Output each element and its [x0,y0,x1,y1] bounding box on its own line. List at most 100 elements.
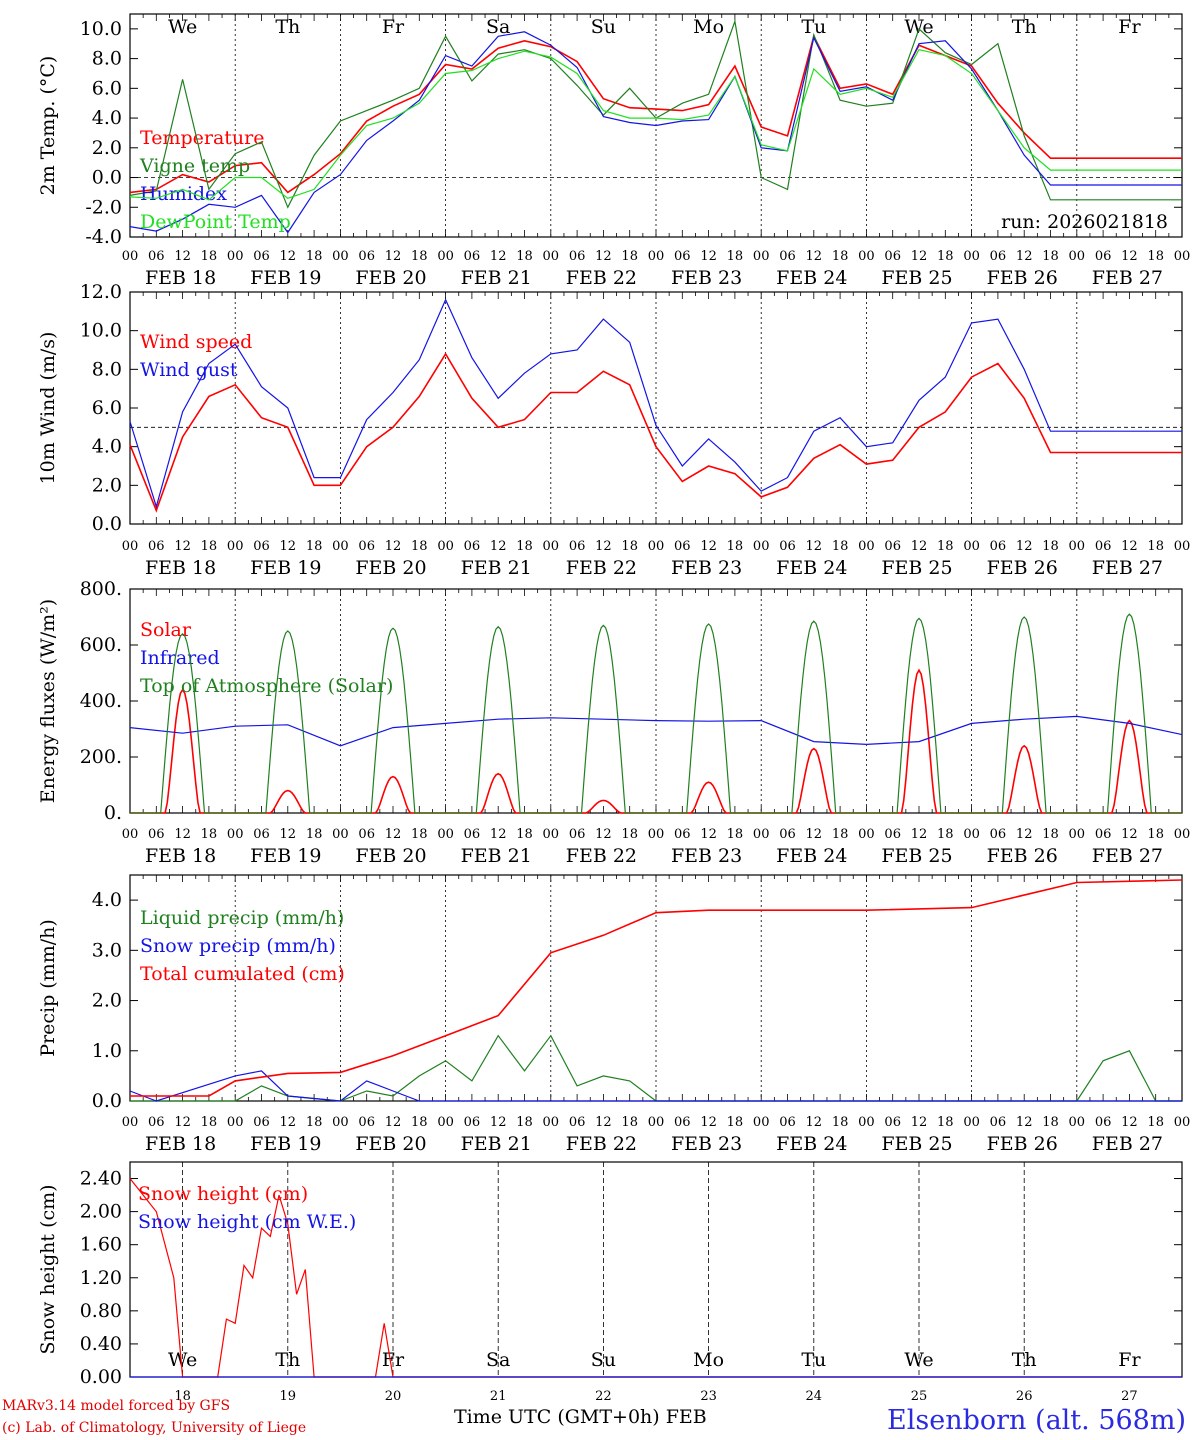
hour-tick-label: 12 [595,249,612,264]
hour-tick-label: 06 [884,249,901,264]
hour-tick-label: 06 [148,827,165,842]
hour-tick-label: 18 [937,1115,954,1130]
hour-tick-label: 00 [437,249,454,264]
hour-tick-label: 00 [227,827,244,842]
hour-tick-label: 12 [174,539,191,554]
day-number-label: 20 [385,1389,402,1404]
y-tick-label: 12.0 [80,281,122,303]
hour-tick-label: 18 [727,539,744,554]
y-tick-label: 0.0 [92,1090,122,1112]
date-label: FEB 25 [881,557,952,579]
hour-tick-label: 00 [858,1115,875,1130]
date-label: FEB 18 [145,1133,216,1155]
weekday-label: Th [1012,16,1037,38]
date-label: FEB 22 [566,845,637,867]
weekday-label: Sa [486,16,510,38]
hour-tick-label: 12 [911,539,928,554]
hour-tick-label: 18 [201,249,218,264]
hour-tick-label: 18 [621,539,638,554]
weekday-label: We [168,1349,197,1371]
y-tick-label: 400. [80,690,122,712]
y-tick-label: 0.00 [80,1366,122,1388]
date-label: FEB 27 [1092,557,1163,579]
wind-y-axis-label: 10m Wind (m/s) [37,332,59,485]
hour-tick-label: 00 [648,249,665,264]
hour-tick-label: 12 [595,827,612,842]
hour-tick-label: 00 [1069,539,1086,554]
date-label: FEB 19 [250,1133,321,1155]
legend-entry: Vigne temp [139,155,250,177]
hour-tick-label: 00 [543,539,560,554]
y-tick-label: 1.0 [92,1040,122,1062]
hour-tick-label: 06 [1095,827,1112,842]
precip-y-axis-label: Precip (mm/h) [37,919,59,1057]
hour-tick-label: 12 [1121,1115,1138,1130]
day-number-label: 25 [911,1389,928,1404]
hour-tick-label: 06 [1095,249,1112,264]
hour-tick-label: 18 [201,1115,218,1130]
snow-panel: 18 19 20 21 22 23 24 25 26 27 0.00 0.40 0.80 1.20 1.60… [37,1161,1183,1404]
series-line-humidex [129,31,1182,234]
hour-tick-label: 00 [227,249,244,264]
hour-tick-label: 06 [358,827,375,842]
date-label: FEB 22 [566,557,637,579]
day-number-label: 22 [595,1389,612,1404]
hour-tick-label: 18 [937,827,954,842]
date-label: FEB 24 [776,845,847,867]
hour-tick-label: 12 [1016,827,1033,842]
date-label: FEB 18 [145,267,216,289]
hour-tick-label: 12 [174,827,191,842]
hour-tick-label: 12 [385,1115,402,1130]
hour-tick-label: 06 [990,1115,1007,1130]
hour-tick-label: 00 [332,539,349,554]
weekday-label: Mo [693,1349,724,1371]
y-tick-label: 600. [80,634,122,656]
hour-tick-label: 12 [280,249,297,264]
series-line-wind-gust [129,298,1182,509]
hour-tick-label: 06 [148,1115,165,1130]
weekday-label: Sa [486,1349,510,1371]
hour-tick-label: 12 [174,1115,191,1130]
hour-tick-label: 18 [621,827,638,842]
hour-tick-label: 06 [464,249,481,264]
hour-tick-label: 00 [227,539,244,554]
date-label: FEB 22 [566,1133,637,1155]
hour-tick-label: 06 [148,249,165,264]
hour-tick-label: 06 [1095,1115,1112,1130]
hour-tick-label: 12 [911,827,928,842]
hour-tick-label: 12 [595,539,612,554]
hour-tick-label: 18 [832,249,849,264]
hour-tick-label: 00 [437,539,454,554]
hour-tick-label: 18 [306,827,323,842]
hour-tick-label: 18 [1042,1115,1059,1130]
legend-entry: Snow height (cm) [138,1183,308,1205]
date-label: FEB 23 [671,1133,742,1155]
date-label: FEB 21 [461,557,532,579]
y-tick-label: 1.60 [80,1234,122,1256]
hour-tick-label: 18 [1147,827,1164,842]
weekday-label: Fr [1118,16,1141,38]
date-label: FEB 26 [987,557,1058,579]
hour-tick-label: 12 [1016,539,1033,554]
hour-tick-label: 18 [727,1115,744,1130]
hour-tick-label: 18 [516,827,533,842]
hour-tick-label: 06 [358,539,375,554]
hour-tick-label: 00 [963,1115,980,1130]
date-label: FEB 27 [1092,845,1163,867]
hour-tick-label: 00 [543,1115,560,1130]
date-label: FEB 27 [1092,1133,1163,1155]
day-number-label: 19 [280,1389,297,1404]
hour-tick-label: 12 [174,249,191,264]
legend-entry: DewPoint Temp [140,211,291,233]
hour-tick-label: 00 [122,539,139,554]
hour-tick-label: 00 [122,1115,139,1130]
date-label: FEB 26 [987,1133,1058,1155]
date-label: FEB 25 [881,267,952,289]
legend-entry: Snow height (cm W.E.) [138,1211,356,1233]
series-line-temperature [129,34,1182,194]
hour-tick-label: 00 [753,249,770,264]
hour-tick-label: 18 [621,1115,638,1130]
y-tick-label: 0.0 [92,167,122,189]
hour-tick-label: 06 [464,539,481,554]
hour-tick-label: 18 [411,1115,428,1130]
